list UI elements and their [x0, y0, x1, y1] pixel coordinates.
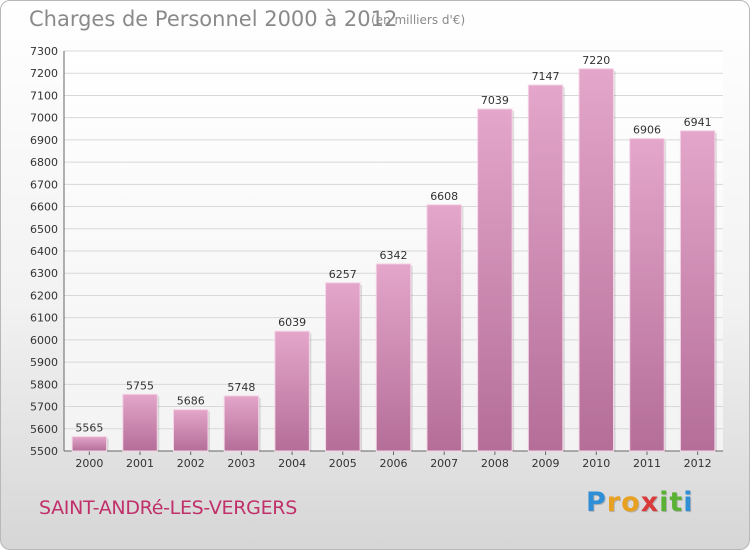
x-tick-label: 2001: [126, 457, 154, 470]
y-tick-label: 6400: [30, 245, 58, 258]
x-tick-label: 2011: [633, 457, 661, 470]
bar: [477, 108, 513, 452]
bar: [578, 68, 615, 452]
bar: [172, 409, 209, 452]
y-tick-label: 5800: [30, 378, 58, 391]
logo-letter: P: [586, 487, 607, 518]
x-tick-label: 2009: [532, 457, 560, 470]
value-labels: 5565 5755 5686 5748 6039 6257 6342 6608 7039 7147…: [75, 54, 711, 435]
value-label: 7147: [532, 70, 560, 83]
x-tick-label: 2003: [227, 457, 255, 470]
bar: [274, 330, 310, 452]
bar: [325, 282, 361, 452]
value-label: 6342: [380, 249, 408, 262]
logo-letter: i: [659, 487, 670, 518]
bar: [375, 263, 412, 452]
x-tick-label: 2008: [481, 457, 509, 470]
value-label: 5686: [177, 395, 205, 408]
x-tick-label: 2002: [177, 457, 205, 470]
x-tick-label: 2012: [684, 457, 712, 470]
y-tick-label: 6200: [30, 289, 58, 302]
bar: [629, 138, 665, 452]
value-label: 5565: [75, 422, 103, 435]
x-tick-label: 2007: [430, 457, 458, 470]
bar: [679, 130, 716, 452]
y-tick-label: 7000: [30, 112, 58, 125]
y-tick-label: 6000: [30, 334, 58, 347]
bar: [122, 393, 158, 452]
x-tick-label: 2004: [278, 457, 306, 470]
y-tick-label: 6800: [30, 156, 58, 169]
x-tick-label: 2005: [329, 457, 357, 470]
y-tick-label: 5700: [30, 401, 58, 414]
proxiti-logo: Proxiti: [586, 487, 694, 518]
y-tick-label: 6300: [30, 267, 58, 280]
logo-letter: t: [669, 487, 684, 518]
logo-letter: x: [640, 487, 660, 518]
y-tick-label: 5900: [30, 356, 58, 369]
value-label: 6941: [684, 116, 712, 129]
y-tick-label: 5600: [30, 423, 58, 436]
value-label: 5755: [126, 379, 154, 392]
y-tick-label: 7100: [30, 89, 58, 102]
y-tick-label: 6900: [30, 134, 58, 147]
town-name: SAINT-ANDRé-LES-VERGERS: [39, 497, 297, 519]
y-tick-label: 6700: [30, 178, 58, 191]
value-label: 6257: [329, 268, 357, 281]
bar: [527, 84, 564, 452]
chart-title: Charges de Personnel 2000 à 2012: [29, 7, 398, 31]
bar: [223, 395, 260, 452]
y-tick-labels: 5500 5600 5700 5800 5900 6000 6100 6200 6300 6400…: [30, 45, 58, 458]
logo-letter: i: [683, 487, 694, 518]
bar: [71, 436, 108, 452]
value-label: 5748: [227, 381, 255, 394]
value-label: 7220: [582, 54, 610, 67]
x-tick-label: 2006: [380, 457, 408, 470]
value-label: 6608: [430, 190, 458, 203]
x-tick-label: 2010: [582, 457, 610, 470]
y-tick-label: 6100: [30, 312, 58, 325]
x-tick-label: 2000: [75, 457, 103, 470]
value-label: 6039: [278, 316, 306, 329]
bars: [71, 68, 717, 452]
x-tick-labels: 2000 2001 2002 2003 2004 2005 2006 2007 2008 2009…: [75, 457, 711, 470]
y-tick-label: 7200: [30, 67, 58, 80]
logo-letter: r: [606, 487, 622, 518]
value-label: 7039: [481, 94, 509, 107]
y-tick-label: 5500: [30, 445, 58, 458]
y-tick-label: 6500: [30, 223, 58, 236]
y-tick-label: 6600: [30, 201, 58, 214]
logo-letter: o: [621, 487, 641, 518]
bar: [426, 204, 462, 452]
value-label: 6906: [633, 124, 661, 137]
y-tick-label: 7300: [30, 45, 58, 58]
chart-subtitle: (en milliers d'€): [371, 13, 466, 27]
